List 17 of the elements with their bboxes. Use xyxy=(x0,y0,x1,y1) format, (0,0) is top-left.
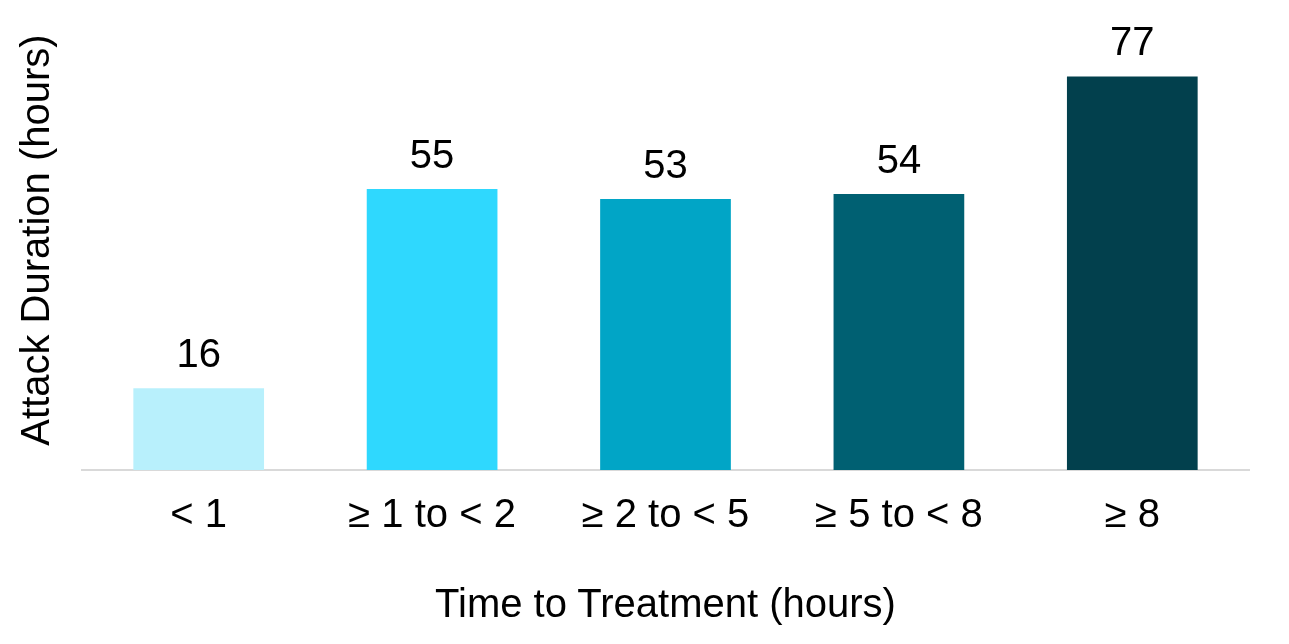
data-label: 16 xyxy=(176,331,221,376)
data-label: 54 xyxy=(876,137,922,182)
x-axis-title: Time to Treatment (hours) xyxy=(435,581,896,626)
bar xyxy=(833,194,965,470)
bar xyxy=(600,199,731,470)
data-label: 53 xyxy=(643,142,688,187)
data-label: 77 xyxy=(1110,19,1155,64)
bar xyxy=(1066,76,1198,470)
x-tick-label: ≥ 8 xyxy=(1104,491,1160,536)
x-tick-label: ≥ 1 to < 2 xyxy=(348,491,516,536)
x-tick-label: ≥ 2 to < 5 xyxy=(581,491,750,536)
y-axis-title: Attack Duration (hours) xyxy=(13,34,58,446)
bar xyxy=(366,188,498,470)
bar xyxy=(133,388,265,470)
data-label: 55 xyxy=(409,131,455,176)
x-tick-label: ≥ 5 to < 8 xyxy=(815,491,983,536)
x-tick-label: < 1 xyxy=(170,491,228,536)
